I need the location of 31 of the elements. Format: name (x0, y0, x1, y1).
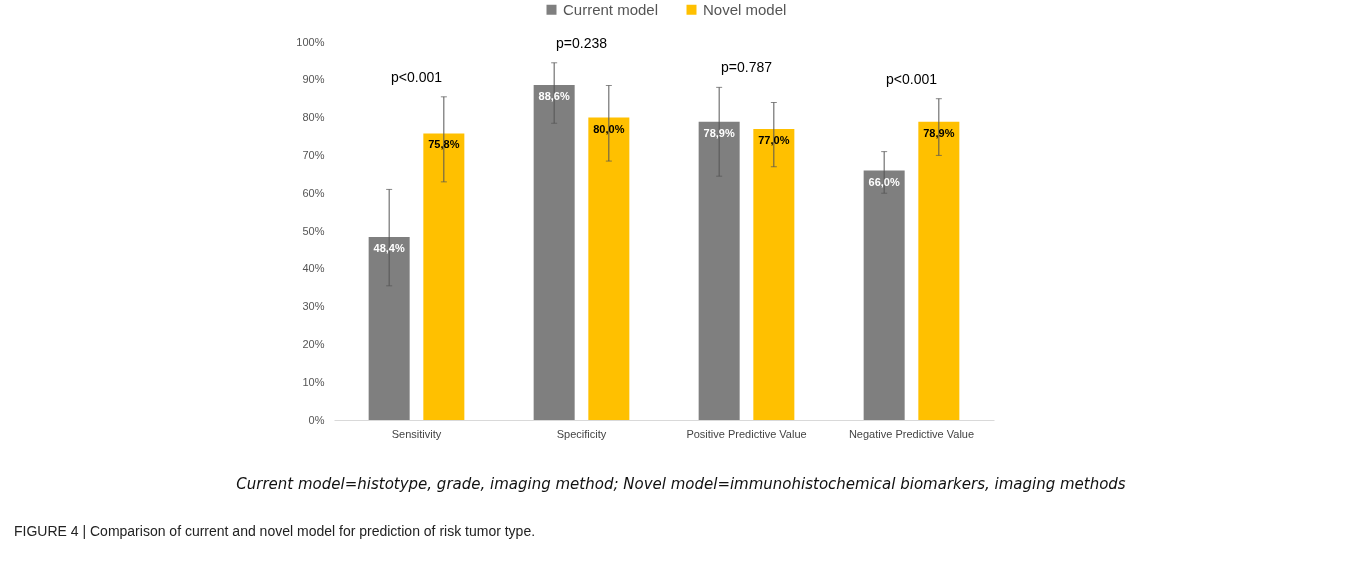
y-tick-label: 20% (302, 337, 325, 350)
y-tick-label: 70% (302, 148, 325, 161)
y-tick-label: 60% (302, 186, 325, 199)
annotation: p<0.001 (391, 68, 443, 85)
data-label: 78,9% (923, 126, 955, 139)
y-tick-label: 0% (308, 413, 325, 426)
y-tick-label: 100% (296, 35, 325, 48)
data-label: 48,4% (373, 242, 405, 255)
annotation: p<0.001 (886, 70, 938, 87)
y-tick-label: 10% (302, 375, 325, 388)
data-label: 80,0% (593, 122, 625, 135)
x-tick-label: Sensitivity (391, 427, 442, 440)
legend-label: Novel model (703, 0, 787, 18)
y-tick-label: 40% (302, 262, 325, 275)
data-label: 77,0% (758, 133, 790, 146)
annotation: p=0.238 (556, 34, 608, 51)
y-tick-label: 50% (302, 224, 325, 237)
data-label: 66,0% (868, 175, 900, 188)
annotation: p=0.787 (721, 59, 773, 76)
caption: FIGURE 4 | Comparison of current and novel model for prediction of risk tumor type. (14, 523, 536, 539)
y-tick-label: 90% (302, 73, 325, 86)
x-tick-label: Specificity (556, 427, 607, 440)
legend-label: Current model (563, 0, 659, 18)
y-tick-label: 30% (302, 300, 325, 313)
x-tick-label: Positive Predictive Value (686, 427, 807, 440)
data-label: 78,9% (703, 126, 735, 139)
y-tick-label: 80% (302, 111, 325, 124)
data-label: 75,8% (428, 138, 460, 151)
text: Current model=histotype, grade, imaging method; Novel model=immunohistochemical biomarkers, imaging methods (235, 475, 1127, 493)
x-tick-label: Negative Predictive Value (848, 427, 975, 440)
data-label: 88,6% (538, 90, 570, 103)
